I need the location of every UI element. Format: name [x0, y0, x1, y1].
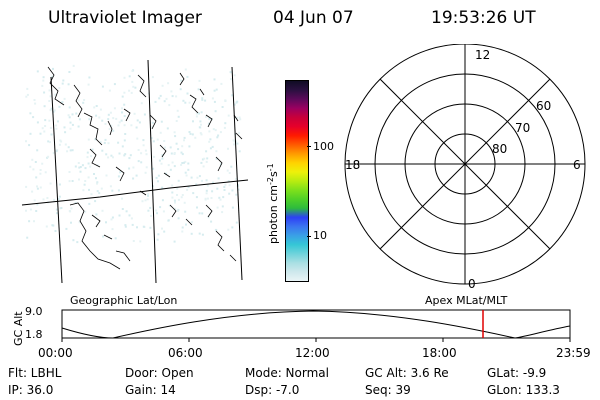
dsp-readout: Dsp: -7.0 — [245, 383, 300, 397]
latitude-line — [21, 179, 249, 206]
altitude-strip: GC Alt 9.0 1.8 — [12, 305, 571, 346]
altitude-axis-title: GC Alt — [12, 311, 25, 346]
meridian-line-3 — [231, 66, 243, 281]
colorbar-tick-label-100: 100 — [313, 140, 334, 153]
mlt-label-0: 0 — [468, 277, 476, 291]
glat-readout: GLat: -9.9 — [487, 366, 547, 380]
meridian-line-1 — [50, 76, 63, 284]
lat-label-70: 70 — [515, 121, 530, 135]
mlt-label-12: 12 — [475, 48, 490, 62]
time-label: 19:53:26 UT — [431, 8, 536, 28]
colorbar-tick-100 — [307, 146, 311, 147]
polar-diagonal-2 — [379, 78, 551, 250]
altitude-curve — [61, 310, 571, 339]
altitude-tick-9: 9.0 — [25, 305, 43, 318]
apex-grid-label: Apex MLat/MLT — [425, 294, 508, 307]
colorbar-tick-label-10: 10 — [313, 229, 327, 242]
time-tick-label-0600: 06:00 — [168, 346, 203, 360]
mode-readout: Mode: Normal — [245, 366, 329, 380]
colorbar-unit-label: photon cm-2s-1 — [266, 163, 280, 244]
time-tick-label-1800: 18:00 — [422, 346, 457, 360]
colorbar — [285, 80, 309, 282]
lat-label-80: 80 — [492, 142, 507, 156]
altitude-tick-1-8: 1.8 — [25, 328, 43, 341]
ip-readout: IP: 36.0 — [8, 383, 54, 397]
date-label: 04 Jun 07 — [273, 8, 354, 28]
colorbar-tick-10 — [307, 236, 311, 237]
coastlines — [47, 66, 243, 270]
glon-readout: GLon: 133.3 — [487, 383, 560, 397]
polar-grid: 12 18 6 0 60 70 80 — [344, 44, 586, 291]
meridian-line-2 — [147, 59, 157, 284]
mlt-label-18: 18 — [345, 158, 360, 172]
time-tick-label-2359: 23:59 — [556, 346, 591, 360]
mlt-label-6: 6 — [573, 158, 581, 172]
gain-readout: Gain: 14 — [125, 383, 176, 397]
uv-image-map — [21, 59, 249, 284]
instrument-title: Ultraviolet Imager — [48, 8, 202, 28]
colorbar-gradient — [286, 81, 308, 281]
lat-label-60: 60 — [536, 99, 551, 113]
gc-alt-readout: GC Alt: 3.6 Re — [365, 366, 449, 380]
emission-speckle — [25, 64, 242, 244]
seq-readout: Seq: 39 — [365, 383, 411, 397]
door-readout: Door: Open — [125, 366, 194, 380]
filter-readout: Flt: LBHL — [8, 366, 62, 380]
time-tick-label-0000: 00:00 — [38, 346, 73, 360]
geographic-grid-label: Geographic Lat/Lon — [70, 294, 178, 307]
time-tick-label-1200: 12:00 — [295, 346, 330, 360]
colorbar-unit-text: photon cm-2s-1 — [266, 163, 280, 244]
